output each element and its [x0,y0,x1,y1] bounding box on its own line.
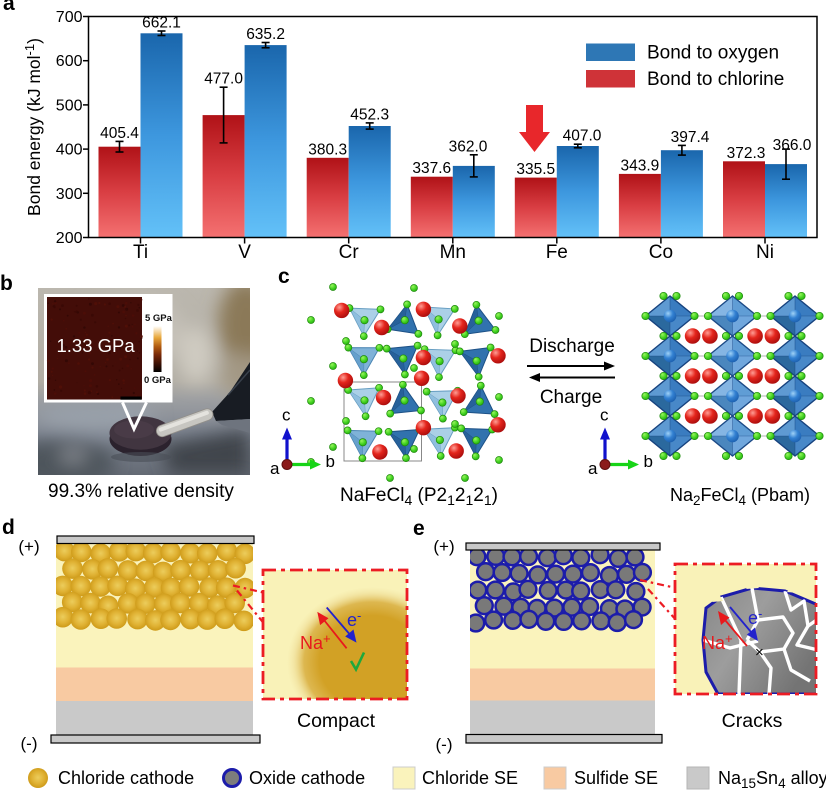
svg-text:(+): (+) [18,537,39,556]
svg-text:Discharge: Discharge [529,336,615,357]
svg-text:337.6: 337.6 [412,160,451,177]
svg-text:362.0: 362.0 [449,138,488,155]
svg-text:Sulfide SE: Sulfide SE [574,768,658,788]
svg-text:Bond energy (kJ mol-1): Bond energy (kJ mol-1) [22,38,44,216]
svg-text:477.0: 477.0 [204,71,243,88]
svg-text:600: 600 [56,53,83,70]
svg-text:635.2: 635.2 [246,26,285,43]
svg-text:Bond to chlorine: Bond to chlorine [647,69,784,90]
svg-text:Bond to oxygen: Bond to oxygen [647,43,779,64]
svg-text:Fe: Fe [546,242,568,263]
svg-text:99.3% relative density: 99.3% relative density [48,481,234,502]
svg-text:(-): (-) [21,734,38,753]
svg-text:×: × [755,644,764,661]
svg-text:a: a [270,459,280,478]
svg-text:b: b [644,452,653,471]
svg-text:Na+: Na+ [300,631,331,653]
svg-text:Chloride SE: Chloride SE [422,768,518,788]
svg-text:Ti: Ti [133,242,148,263]
svg-text:a: a [588,459,598,478]
svg-text:407.0: 407.0 [563,128,602,145]
svg-text:1.33 GPa: 1.33 GPa [57,335,136,356]
svg-text:NaFeCl4 (P212121): NaFeCl4 (P212121) [340,485,498,508]
svg-text:366.0: 366.0 [773,137,812,154]
svg-text:V: V [238,242,251,263]
svg-text:0 GPa: 0 GPa [144,375,172,386]
svg-text:Charge: Charge [540,387,602,408]
svg-text:Oxide cathode: Oxide cathode [249,768,365,788]
svg-text:452.3: 452.3 [350,106,389,123]
svg-text:Co: Co [649,242,673,263]
svg-text:Mn: Mn [440,242,466,263]
svg-text:335.5: 335.5 [516,161,555,178]
svg-text:5 GPa: 5 GPa [145,313,173,324]
svg-text:700: 700 [56,9,83,26]
svg-text:c: c [282,406,291,425]
svg-text:Compact: Compact [297,710,376,732]
svg-text:(-): (-) [436,735,453,754]
svg-text:300: 300 [56,186,83,203]
svg-text:662.1: 662.1 [142,15,181,32]
svg-text:Cr: Cr [339,242,360,263]
svg-text:Na+: Na+ [702,631,733,653]
svg-text:Chloride cathode: Chloride cathode [58,768,194,788]
svg-text:Na15Sn4 alloy: Na15Sn4 alloy [718,768,826,791]
svg-text:Cracks: Cracks [722,710,783,732]
svg-text:380.3: 380.3 [308,141,347,158]
svg-text:343.9: 343.9 [621,157,660,174]
svg-text:c: c [600,406,609,425]
svg-text:(+): (+) [433,537,454,556]
svg-text:500: 500 [56,97,83,114]
svg-text:Na2FeCl4 (Pbam): Na2FeCl4 (Pbam) [670,485,810,508]
svg-text:397.4: 397.4 [671,129,710,146]
svg-text:400: 400 [56,142,83,159]
svg-text:200: 200 [56,230,83,247]
svg-text:b: b [326,452,335,471]
svg-text:372.3: 372.3 [727,145,766,162]
svg-text:Ni: Ni [756,242,774,263]
svg-text:405.4: 405.4 [100,125,139,142]
